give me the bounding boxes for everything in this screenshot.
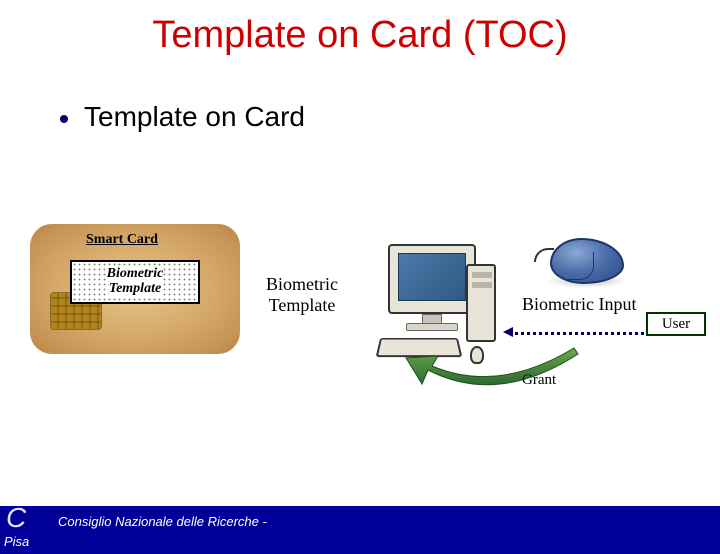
bt-line2: Template <box>266 295 338 316</box>
bullet-row: Template on Card <box>60 101 720 133</box>
footer-line1: Consiglio Nazionale delle Ricerche - <box>58 514 267 529</box>
grant-arrow-icon <box>398 346 598 406</box>
biometric-input-label: Biometric Input <box>522 294 636 315</box>
dotted-arrow-head-icon <box>503 327 513 337</box>
mouse-device-icon <box>540 230 630 288</box>
user-box: User <box>646 312 706 336</box>
bullet-dot-icon <box>60 115 68 123</box>
biometric-template-box: Biometric Template <box>70 260 200 304</box>
slide-title-text: Template on Card (TOC) <box>152 14 567 56</box>
biometric-template-label: Biometric Template <box>266 274 338 315</box>
bullet-text: Template on Card <box>84 101 305 133</box>
user-label: User <box>662 316 690 333</box>
mouse-button <box>566 252 594 280</box>
grant-label: Grant <box>522 372 556 389</box>
tower-icon <box>466 264 496 342</box>
chip-box-line2: Template <box>109 282 161 297</box>
footer-glyph: C <box>6 502 26 534</box>
smartcard-title: Smart Card <box>86 232 158 248</box>
bt-line1: Biometric <box>266 274 338 295</box>
smartcard: Smart Card Biometric Template <box>30 224 240 354</box>
footer-pisa: Pisa <box>4 534 29 549</box>
mouse-body <box>550 238 624 284</box>
chip-box-line1: Biometric <box>107 267 164 282</box>
monitor-base <box>406 323 458 331</box>
monitor-icon <box>388 244 476 314</box>
screen-icon <box>398 253 466 301</box>
slide-title: Template on Card (TOC) <box>0 14 720 57</box>
dotted-arrow-line <box>510 332 644 335</box>
footer-bar: C Consiglio Nazionale delle Ricerche - P… <box>0 506 720 554</box>
